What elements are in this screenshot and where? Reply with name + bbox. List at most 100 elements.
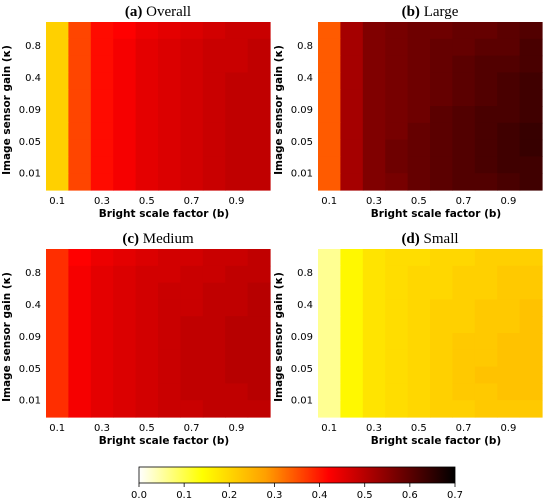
heatmap-cell bbox=[497, 316, 521, 334]
heatmap-cell bbox=[385, 366, 409, 384]
heatmap-cell bbox=[113, 349, 137, 368]
heatmap-cell bbox=[519, 316, 543, 334]
heatmap-cell bbox=[318, 156, 341, 174]
colorbar-tick-label: 0.4 bbox=[312, 490, 328, 501]
heatmap-cell bbox=[340, 156, 364, 174]
x-tick-label: 0.7 bbox=[456, 196, 472, 207]
heatmap-cell bbox=[452, 89, 476, 107]
heatmap-cell bbox=[362, 22, 386, 40]
heatmap-cell bbox=[113, 106, 137, 124]
heatmap-cell bbox=[407, 55, 431, 73]
heatmap-cell bbox=[135, 349, 159, 368]
heatmap-cell bbox=[180, 106, 204, 124]
heatmap-cell bbox=[180, 383, 204, 401]
heatmap-cell bbox=[158, 349, 181, 368]
heatmap-cell bbox=[497, 349, 521, 368]
heatmap-cell bbox=[430, 316, 453, 334]
heatmap-cell bbox=[180, 316, 204, 334]
heatmap-cell bbox=[180, 173, 204, 191]
heatmap-cell bbox=[158, 173, 181, 191]
heatmap-cell bbox=[452, 400, 476, 418]
heatmap-cell bbox=[430, 383, 453, 401]
heatmap-cells bbox=[318, 249, 543, 418]
heatmap-cell bbox=[497, 72, 521, 90]
heatmap-cell bbox=[158, 316, 181, 334]
heatmap-cell bbox=[225, 156, 249, 174]
heatmap-cell bbox=[340, 106, 364, 124]
heatmap-cell bbox=[247, 383, 271, 401]
heatmap-cell bbox=[247, 55, 271, 73]
heatmap-cell bbox=[202, 400, 226, 418]
heatmap-cell bbox=[362, 72, 386, 90]
panel-title-letter: (c) bbox=[122, 231, 139, 247]
heatmap-cell bbox=[362, 106, 386, 124]
heatmap-cell bbox=[113, 38, 137, 57]
heatmap-cell bbox=[225, 72, 249, 90]
heatmap-cell bbox=[362, 38, 386, 57]
y-tick-label: 0.05 bbox=[19, 364, 41, 375]
heatmap-cell bbox=[340, 72, 364, 90]
heatmap-cell bbox=[135, 333, 159, 351]
heatmap-cell bbox=[407, 316, 431, 334]
heatmap-cell bbox=[497, 22, 521, 40]
heatmap-cell bbox=[158, 366, 181, 384]
heatmap-cell bbox=[474, 89, 498, 107]
heatmap-cell bbox=[452, 366, 476, 384]
heatmap-cell bbox=[46, 249, 69, 267]
y-tick-label: 0.09 bbox=[291, 105, 313, 116]
heatmap-cell bbox=[225, 89, 249, 107]
heatmap-cell bbox=[90, 282, 114, 300]
panel-title-text: Overall bbox=[142, 4, 191, 20]
heatmap-cell bbox=[362, 282, 386, 300]
x-tick-label: 0.1 bbox=[321, 196, 337, 207]
heatmap-cell bbox=[385, 89, 409, 107]
heatmap-cell bbox=[113, 249, 137, 267]
heatmap-cell bbox=[385, 299, 409, 317]
heatmap-cell bbox=[202, 282, 226, 300]
heatmap-cell bbox=[68, 383, 92, 401]
heatmap-cell bbox=[452, 139, 476, 157]
heatmap-cell bbox=[430, 349, 453, 368]
x-tick-label: 0.3 bbox=[366, 196, 382, 207]
heatmap-cell bbox=[318, 400, 341, 418]
heatmap-cell bbox=[497, 282, 521, 300]
heatmap-cell bbox=[385, 383, 409, 401]
heatmap-cell bbox=[474, 55, 498, 73]
heatmap-cell bbox=[385, 139, 409, 157]
heatmap-cell bbox=[202, 72, 226, 90]
heatmap-cell bbox=[519, 139, 543, 157]
heatmap-cell bbox=[225, 22, 249, 40]
heatmap-cell bbox=[362, 55, 386, 73]
heatmap-cell bbox=[90, 400, 114, 418]
heatmap-cell bbox=[340, 316, 364, 334]
x-tick-label: 0.9 bbox=[228, 423, 244, 434]
heatmap-cell bbox=[340, 282, 364, 300]
x-tick-label: 0.7 bbox=[184, 196, 200, 207]
x-tick-label: 0.5 bbox=[411, 196, 427, 207]
heatmap-cell bbox=[430, 55, 453, 73]
colorbar-tick-label: 0.2 bbox=[221, 490, 237, 501]
heatmap-cell bbox=[452, 38, 476, 57]
heatmap-cell bbox=[90, 156, 114, 174]
heatmap-cell bbox=[340, 349, 364, 368]
heatmap-cell bbox=[474, 173, 498, 191]
heatmap-cell bbox=[385, 72, 409, 90]
heatmap-cell bbox=[340, 55, 364, 73]
heatmap-cell bbox=[430, 282, 453, 300]
heatmap-cell bbox=[318, 173, 341, 191]
heatmap-cell bbox=[225, 282, 249, 300]
heatmap-cell bbox=[113, 89, 137, 107]
heatmap-cell bbox=[407, 282, 431, 300]
heatmap-cell bbox=[474, 383, 498, 401]
colorbar-tick-label: 0.0 bbox=[131, 490, 147, 501]
heatmap-cell bbox=[362, 156, 386, 174]
y-tick-label: 0.8 bbox=[297, 41, 313, 52]
heatmap-cell bbox=[180, 156, 204, 174]
heatmap-cell bbox=[180, 249, 204, 267]
heatmap-cell bbox=[407, 349, 431, 368]
heatmap-cell bbox=[113, 173, 137, 191]
y-tick-label: 0.05 bbox=[291, 364, 313, 375]
heatmap-cell bbox=[452, 383, 476, 401]
heatmap-cell bbox=[202, 316, 226, 334]
